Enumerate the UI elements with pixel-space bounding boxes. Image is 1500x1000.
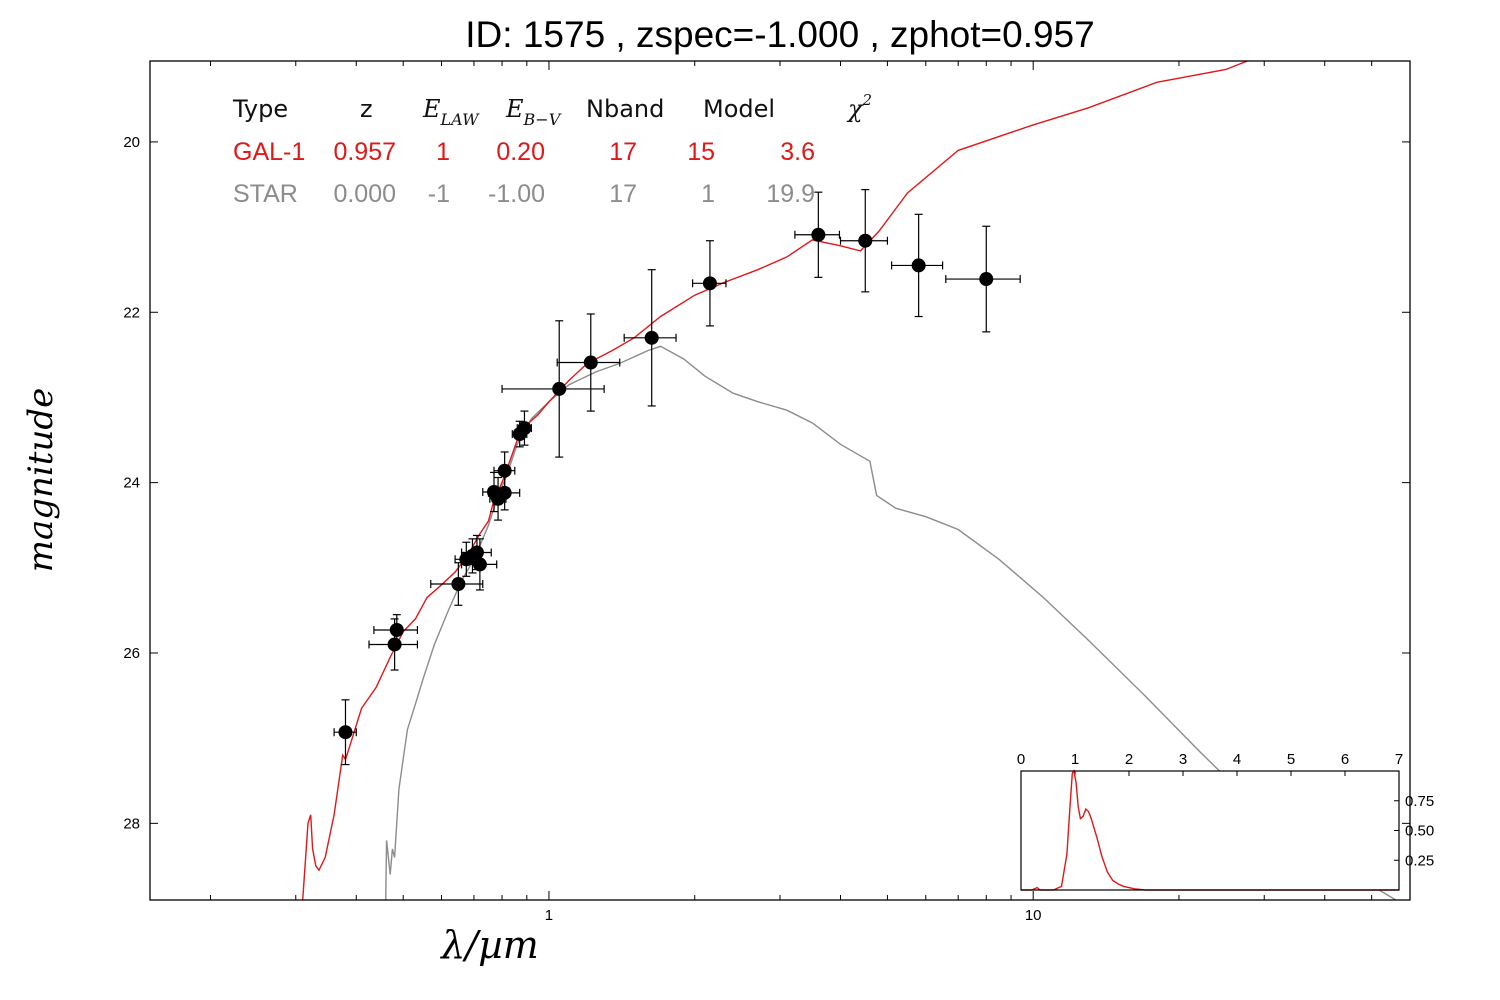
inset-frame <box>1020 770 1400 891</box>
data-marker <box>472 557 487 572</box>
table-header: Model <box>703 95 775 123</box>
inset-x-tick-label: 6 <box>1341 751 1349 768</box>
photometry-point <box>692 240 727 327</box>
pdz-curve <box>1021 769 1399 891</box>
data-marker <box>811 227 826 242</box>
data-marker <box>469 545 484 560</box>
photometry-point <box>890 213 944 318</box>
inset-axis-ticks: 0 1 2 3 4 5 6 7 0.25 0.50 0.75 <box>1017 751 1434 869</box>
table-cell: 17 <box>609 138 637 166</box>
table-cell: 15 <box>687 138 715 166</box>
table-cell: 19.9 <box>766 180 815 208</box>
table-row-name: GAL-1 <box>233 138 305 166</box>
inset-y-tick-label: 0.75 <box>1405 793 1434 810</box>
photometry-point <box>623 269 677 407</box>
data-marker <box>387 637 402 652</box>
photometry-point <box>839 189 889 293</box>
data-marker <box>451 576 466 591</box>
y-tick-label: 26 <box>123 645 140 662</box>
table-row-name: STAR <box>233 180 298 208</box>
photometry-point <box>430 562 484 606</box>
inset-x-tick-label: 7 <box>1395 751 1403 768</box>
photometry-point <box>373 614 419 646</box>
pdz-inset: 0 1 2 3 4 5 6 7 0.25 0.50 0.75 <box>1017 751 1434 891</box>
inset-x-tick-label: 3 <box>1179 751 1187 768</box>
y-tick-label: 28 <box>123 815 140 832</box>
chart-title: ID: 1575 , zspec=-1.000 , zphot=0.957 <box>465 14 1095 55</box>
data-marker <box>979 272 994 287</box>
data-marker <box>911 258 926 273</box>
data-marker <box>517 421 532 436</box>
galaxy-model-curve <box>302 61 1250 900</box>
photometry-point <box>501 320 605 458</box>
y-tick-label: 24 <box>123 475 140 492</box>
table-cell: 1 <box>436 138 450 166</box>
data-marker <box>644 330 659 345</box>
plot-frame <box>149 60 1411 901</box>
table-header: EB−V <box>505 95 562 129</box>
star-model-curve <box>385 345 1398 900</box>
photometry-point <box>945 225 1021 333</box>
data-marker <box>389 622 404 637</box>
table-cell: 1 <box>701 180 715 208</box>
table-cell: 0.20 <box>496 138 545 166</box>
inset-x-tick-label: 2 <box>1125 751 1133 768</box>
photometry-point <box>516 410 533 446</box>
photometry-point <box>368 618 419 671</box>
data-marker <box>552 381 567 396</box>
x-tick-label: 1 <box>545 907 553 924</box>
y-tick-label: 22 <box>123 304 140 321</box>
photometry-point <box>794 191 841 278</box>
table-header: ELAW <box>422 95 480 129</box>
photometry-point <box>556 313 621 412</box>
table-cell: 0.000 <box>333 180 396 208</box>
data-marker <box>497 463 512 478</box>
table-header: Type <box>232 95 288 123</box>
table-cell: 3.6 <box>780 138 815 166</box>
data-marker <box>702 276 717 291</box>
table-header: χ2 <box>846 91 872 123</box>
data-marker <box>338 725 353 740</box>
inset-x-tick-label: 1 <box>1071 751 1079 768</box>
x-axis-label: λ/µm <box>439 923 539 967</box>
y-tick-label: 20 <box>123 134 140 151</box>
photometry-point <box>460 538 498 591</box>
inset-x-tick-label: 0 <box>1017 751 1025 768</box>
data-marker <box>583 355 598 370</box>
inset-x-tick-label: 5 <box>1287 751 1295 768</box>
inset-y-tick-label: 0.25 <box>1405 852 1434 869</box>
y-axis-label: magnitude <box>21 388 61 573</box>
table-cell: -1 <box>428 180 450 208</box>
table-cell: 17 <box>609 180 637 208</box>
inset-y-tick-label: 0.50 <box>1405 823 1434 840</box>
photometry-point <box>493 451 516 491</box>
photometry-point <box>333 699 357 766</box>
inset-pdz-curve <box>1021 769 1399 891</box>
x-tick-label: 10 <box>1025 907 1042 924</box>
table-cell: -1.00 <box>488 180 545 208</box>
table-cell: 0.957 <box>333 138 396 166</box>
data-marker <box>858 233 873 248</box>
fit-results-table: Type z ELAW EB−V Nband Model χ2 GAL-1 0.957 1 0.20… <box>232 91 872 208</box>
photometry-points <box>333 189 1021 766</box>
inset-background <box>1021 771 1399 890</box>
inset-x-tick-label: 4 <box>1233 751 1241 768</box>
table-header: z <box>360 95 373 123</box>
table-header: Nband <box>586 95 664 123</box>
model-spectra <box>302 61 1398 900</box>
